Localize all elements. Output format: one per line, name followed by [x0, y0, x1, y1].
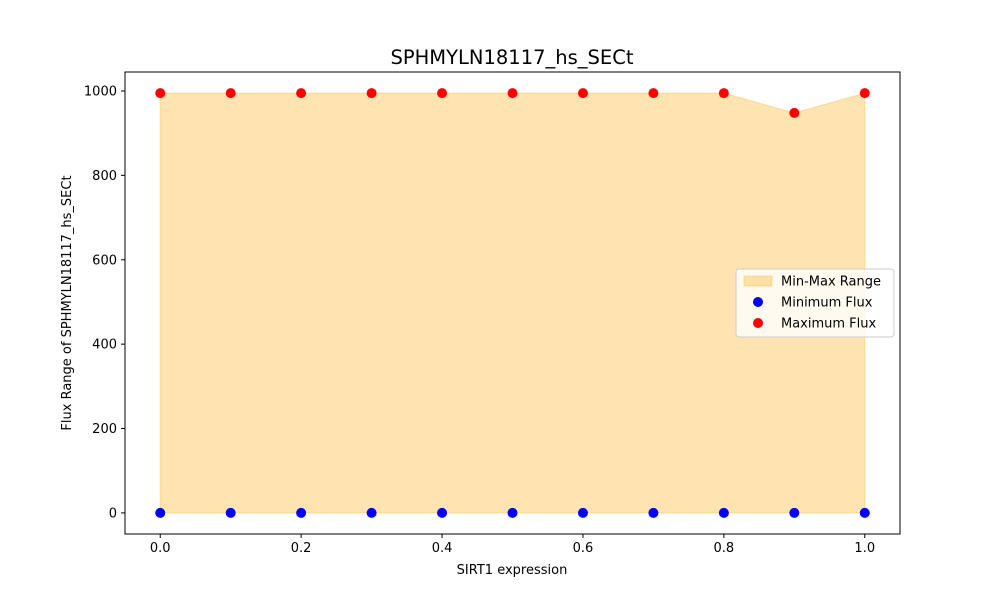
minimum-flux-point — [225, 507, 236, 518]
maximum-flux-point — [507, 88, 518, 99]
y-tick-label: 0 — [109, 506, 117, 521]
points-layer — [155, 88, 870, 518]
maximum-flux-point — [718, 88, 729, 99]
chart-title: SPHMYLN18117_hs_SECt — [391, 46, 634, 69]
y-tick-label: 200 — [92, 422, 117, 437]
minimum-flux-point — [437, 507, 448, 518]
y-tick-label: 1000 — [84, 84, 117, 99]
minimum-flux-point — [718, 507, 729, 518]
minimum-flux-point — [155, 507, 166, 518]
minimum-flux-point — [366, 507, 377, 518]
legend-label-min-max-range: Min-Max Range — [781, 275, 881, 290]
y-tick-label: 400 — [92, 338, 117, 353]
plot-frame — [124, 71, 901, 535]
x-tick-label: 0.6 — [573, 541, 594, 556]
minimum-flux-point — [577, 507, 588, 518]
maximum-flux-point — [155, 88, 166, 99]
legend-swatch-min-max-range — [743, 275, 773, 287]
minimum-flux-point — [789, 507, 800, 518]
maximum-flux-point — [577, 88, 588, 99]
x-axis: 0.0 0.2 0.4 0.6 0.8 1.0 — [150, 534, 875, 556]
x-axis-label: SIRT1 expression — [457, 563, 568, 578]
maximum-flux-point — [789, 107, 800, 118]
maximum-flux-point — [225, 88, 236, 99]
x-tick-label: 0.4 — [432, 541, 453, 556]
y-tick-label: 800 — [92, 169, 117, 184]
legend-label-minimum-flux: Minimum Flux — [781, 296, 873, 311]
legend: Min-Max Range Minimum Flux Maximum Flux — [735, 268, 895, 338]
y-tick-label: 600 — [92, 253, 117, 268]
maximum-flux-point — [859, 88, 870, 99]
x-tick-label: 0.8 — [714, 541, 735, 556]
legend-marker-maximum-flux — [753, 318, 763, 328]
y-axis: 0 200 400 600 800 1000 — [84, 84, 125, 521]
x-tick-label: 0.0 — [150, 541, 171, 556]
maximum-flux-point — [437, 88, 448, 99]
minimum-flux-point — [507, 507, 518, 518]
legend-marker-minimum-flux — [753, 297, 763, 307]
maximum-flux-point — [366, 88, 377, 99]
minimum-flux-point — [296, 507, 307, 518]
x-tick-label: 1.0 — [854, 541, 875, 556]
maximum-flux-point — [296, 88, 307, 99]
y-axis-label: Flux Range of SPHMYLN18117_hs_SECt — [60, 175, 75, 430]
minimum-flux-point — [859, 507, 870, 518]
x-tick-label: 0.2 — [291, 541, 312, 556]
legend-box — [735, 268, 895, 338]
legend-label-maximum-flux: Maximum Flux — [781, 317, 877, 332]
minimum-flux-point — [648, 507, 659, 518]
maximum-flux-point — [648, 88, 659, 99]
